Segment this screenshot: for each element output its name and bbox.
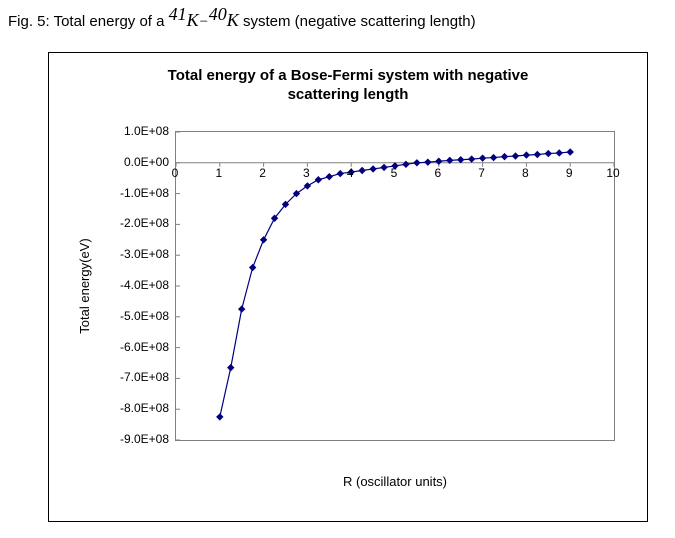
y-tick-label: 0.0E+00: [99, 155, 169, 169]
caption-suffix: system (negative scattering length): [239, 13, 476, 30]
x-tick-label: 4: [338, 166, 362, 180]
series-marker: [228, 365, 234, 371]
series-marker: [217, 414, 223, 420]
caption-prefix: Fig. 5: Total energy of a: [8, 13, 169, 30]
x-tick-label: 1: [207, 166, 231, 180]
x-tick-label: 8: [513, 166, 537, 180]
series-marker: [436, 158, 442, 164]
series-marker: [458, 157, 464, 163]
caption-k1: K: [187, 10, 199, 30]
series-marker: [414, 160, 420, 166]
series-marker: [567, 149, 573, 155]
y-tick-label: 1.0E+08: [99, 124, 169, 138]
series-marker: [239, 306, 245, 312]
y-tick-label: -7.0E+08: [99, 370, 169, 384]
series-marker: [512, 153, 518, 159]
series-marker: [326, 174, 332, 180]
series-marker: [534, 151, 540, 157]
y-axis-label: Total energy(eV): [77, 131, 97, 441]
series-marker: [502, 154, 508, 160]
series-marker: [545, 151, 551, 157]
x-axis-label: R (oscillator units): [175, 474, 615, 489]
series-marker: [370, 166, 376, 172]
y-tick-label: -9.0E+08: [99, 432, 169, 446]
y-tick-label: -2.0E+08: [99, 216, 169, 230]
y-tick-label: -8.0E+08: [99, 401, 169, 415]
series-marker: [250, 265, 256, 271]
chart-title-line2: scattering length: [288, 86, 409, 103]
x-tick-label: 3: [294, 166, 318, 180]
y-tick-label: -5.0E+08: [99, 309, 169, 323]
chart-container: Total energy of a Bose-Fermi system with…: [48, 52, 648, 522]
y-tick-label: -1.0E+08: [99, 186, 169, 200]
x-tick-label: 7: [470, 166, 494, 180]
series-marker: [491, 155, 497, 161]
series-marker: [425, 159, 431, 165]
series-marker: [261, 237, 267, 243]
chart-title-line1: Total energy of a Bose-Fermi system with…: [168, 67, 529, 84]
y-tick-label: -3.0E+08: [99, 247, 169, 261]
figure-caption: Fig. 5: Total energy of a 41K−40K system…: [8, 4, 476, 31]
x-tick-label: 6: [426, 166, 450, 180]
x-tick-label: 10: [601, 166, 625, 180]
series-marker: [480, 155, 486, 161]
x-tick-label: 2: [251, 166, 275, 180]
series-marker: [469, 156, 475, 162]
caption-sup2: 40: [209, 4, 227, 24]
caption-dash: −: [199, 14, 209, 30]
series-line: [220, 152, 570, 417]
y-tick-label: -6.0E+08: [99, 340, 169, 354]
series-marker: [523, 152, 529, 158]
caption-k2: K: [227, 10, 239, 30]
x-tick-label: 5: [382, 166, 406, 180]
caption-sup1: 41: [169, 4, 187, 24]
figure-page: { "caption": { "prefix": "Fig. 5: Total …: [0, 0, 675, 538]
x-tick-label: 0: [163, 166, 187, 180]
y-tick-label: -4.0E+08: [99, 278, 169, 292]
x-tick-label: 9: [557, 166, 581, 180]
series-marker: [556, 150, 562, 156]
chart-title: Total energy of a Bose-Fermi system with…: [49, 67, 647, 105]
